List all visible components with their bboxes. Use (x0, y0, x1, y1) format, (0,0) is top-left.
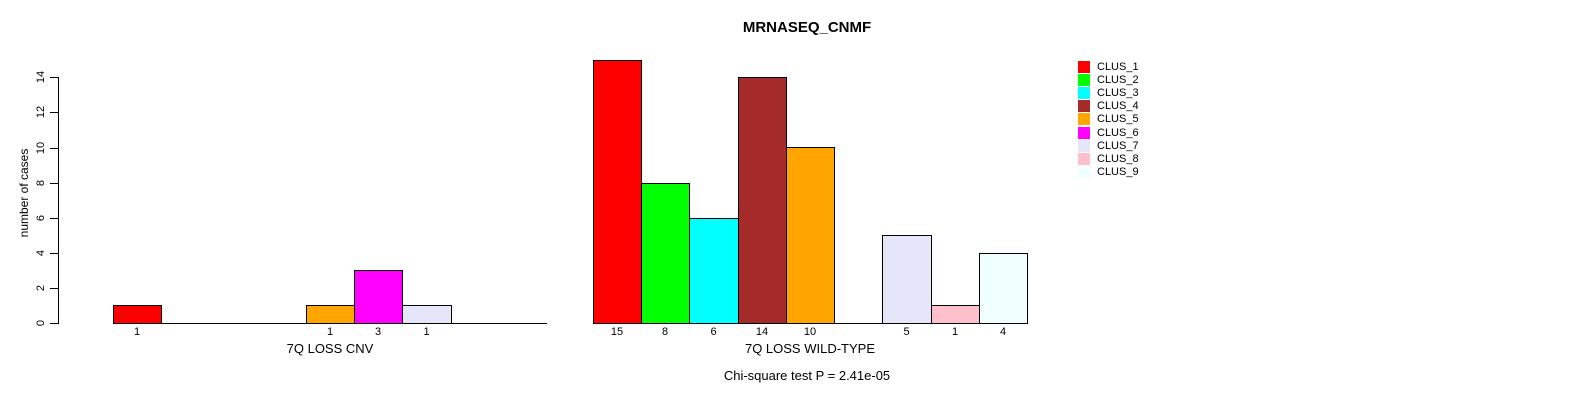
y-axis-tick (50, 288, 58, 289)
bar-clus_5 (786, 147, 835, 324)
legend-swatch (1078, 100, 1090, 113)
y-axis-tick-label: 10 (35, 141, 47, 155)
bar-value-label: 5 (903, 326, 910, 338)
legend-swatch (1078, 152, 1090, 165)
bar-value-label: 14 (755, 326, 769, 338)
bar-clus_7 (402, 305, 452, 324)
y-axis-tick (50, 218, 58, 219)
y-axis-tick (50, 77, 58, 78)
legend-item-clus_1: CLUS_1 (1078, 60, 1139, 73)
legend-label: CLUS_6 (1097, 126, 1139, 139)
legend-swatch (1078, 113, 1090, 126)
y-axis-tick-label: 0 (35, 319, 47, 327)
y-axis-label: number of cases (17, 148, 31, 238)
bar-clus_2 (641, 183, 690, 324)
bar-value-label: 8 (661, 326, 669, 338)
y-axis-tick (50, 183, 58, 184)
legend-item-clus_5: CLUS_5 (1078, 113, 1139, 126)
legend-item-clus_6: CLUS_6 (1078, 126, 1139, 139)
legend-item-clus_4: CLUS_4 (1078, 100, 1139, 113)
legend-label: CLUS_4 (1097, 100, 1139, 113)
legend-label: CLUS_7 (1097, 139, 1139, 152)
y-axis-tick-label: 6 (35, 214, 47, 222)
y-axis-tick-label: 12 (35, 105, 47, 119)
y-axis-tick (50, 148, 58, 149)
bar-value-label: 1 (423, 326, 430, 338)
bar-value-label: 1 (326, 326, 334, 338)
group-label: 7Q LOSS WILD-TYPE (744, 341, 876, 356)
group-label: 7Q LOSS CNV (286, 341, 374, 356)
bar-value-label: 6 (710, 326, 717, 338)
bar-clus_8 (931, 305, 980, 324)
chart-title: MRNASEQ_CNMF (742, 19, 872, 36)
legend-label: CLUS_2 (1097, 73, 1139, 86)
legend-item-clus_3: CLUS_3 (1078, 86, 1139, 99)
bar-clus_1 (593, 60, 642, 324)
legend-label: CLUS_9 (1097, 166, 1139, 179)
y-axis-tick-label: 8 (35, 179, 47, 187)
legend-item-clus_7: CLUS_7 (1078, 139, 1139, 152)
bar-value-label: 10 (803, 326, 817, 338)
y-axis-tick-label: 14 (35, 70, 47, 84)
bar-clus_7 (882, 235, 932, 324)
bar-clus_6 (354, 270, 403, 324)
chi-square-note: Chi-square test P = 2.41e-05 (723, 368, 891, 383)
legend-label: CLUS_3 (1097, 86, 1139, 99)
bar-clus_3 (689, 218, 739, 324)
legend-label: CLUS_8 (1097, 152, 1139, 165)
legend: CLUS_1 CLUS_2 CLUS_3 CLUS_4 CLUS_5 CLUS_6 CLUS… (1078, 60, 1139, 179)
legend-swatch (1078, 139, 1090, 152)
bar-value-label: 1 (133, 326, 141, 338)
bar-clus_1 (113, 305, 162, 324)
y-axis-line (58, 77, 59, 324)
bar-clus_4 (738, 77, 787, 324)
legend-item-clus_8: CLUS_8 (1078, 152, 1139, 165)
bar-value-label: 15 (610, 326, 624, 338)
bar-clus_5 (306, 305, 355, 324)
legend-label: CLUS_5 (1097, 113, 1139, 126)
legend-label: CLUS_1 (1097, 60, 1139, 73)
legend-swatch (1078, 86, 1090, 99)
legend-swatch (1078, 166, 1090, 179)
y-axis-tick (50, 323, 58, 324)
y-axis-tick (50, 253, 58, 254)
bar-value-label: 3 (374, 326, 382, 338)
legend-item-clus_9: CLUS_9 (1078, 166, 1139, 179)
bar-value-label: 4 (999, 326, 1007, 338)
legend-swatch (1078, 126, 1090, 139)
bar-value-label: 1 (951, 326, 959, 338)
legend-swatch (1078, 60, 1090, 73)
y-axis-tick (50, 112, 58, 113)
y-axis-tick-label: 4 (35, 249, 47, 257)
legend-swatch (1078, 73, 1090, 86)
bar-clus_9 (979, 253, 1028, 324)
legend-item-clus_2: CLUS_2 (1078, 73, 1139, 86)
y-axis-tick-label: 2 (35, 284, 47, 292)
